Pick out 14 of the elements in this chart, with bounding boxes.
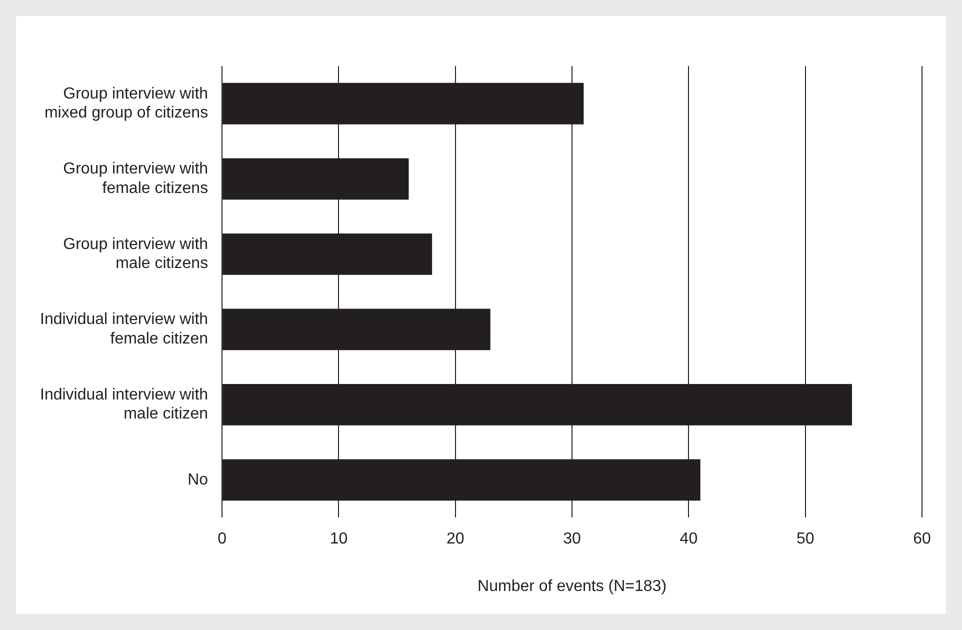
y-tick-label: Group interview with male citizens xyxy=(63,236,208,272)
x-tick-label: 30 xyxy=(563,530,582,548)
x-tick-label: 20 xyxy=(446,530,464,548)
y-tick-label: No xyxy=(188,471,208,488)
x-tick-label: 10 xyxy=(330,530,348,548)
x-tick-label: 0 xyxy=(218,530,227,548)
x-axis-title: Number of events (N=183) xyxy=(478,578,667,595)
y-tick-label: Individual interview with female citizen xyxy=(40,311,208,348)
x-tick-label: 50 xyxy=(796,530,814,548)
y-tick-label: Group interview with female citizens xyxy=(63,160,208,197)
y-tick-label: Individual interview with male citizen xyxy=(40,386,208,423)
x-tick-label: 60 xyxy=(913,530,931,548)
x-tick-label: 40 xyxy=(680,530,698,548)
y-tick-label: Group interview with mixed group of citizens xyxy=(44,85,208,122)
